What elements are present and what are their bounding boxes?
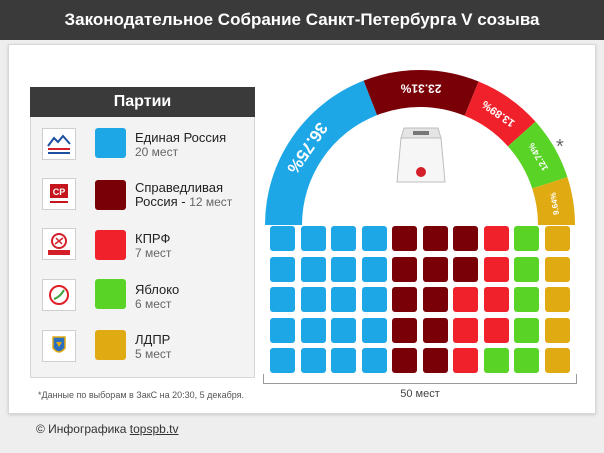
party-name-ldpr: ЛДПР bbox=[135, 332, 171, 347]
seat-er bbox=[270, 226, 295, 251]
just-russia-logo-icon: СР bbox=[42, 178, 76, 210]
arc-label-sr: 23.31% bbox=[400, 81, 441, 95]
seat-sr bbox=[422, 226, 448, 251]
party-seats-er: 20 мест bbox=[135, 145, 179, 159]
credit-site-link[interactable]: topspb.tv bbox=[129, 422, 179, 436]
seat-er bbox=[300, 287, 326, 312]
party-name-sr-line2: Россия - 12 мест bbox=[135, 194, 233, 210]
seat-ldpr bbox=[544, 348, 570, 373]
seat-er bbox=[331, 256, 356, 282]
swatch-sr bbox=[95, 180, 126, 210]
total-seats-label: 50 мест bbox=[400, 388, 440, 400]
seat-ldpr bbox=[544, 256, 570, 282]
legend-title: Партии bbox=[30, 87, 255, 117]
party-seats-ldpr: 5 мест bbox=[135, 347, 172, 361]
seat-sr bbox=[392, 256, 417, 282]
ldpr-logo-icon bbox=[42, 330, 76, 362]
seat-er bbox=[331, 348, 356, 373]
swatch-ldpr bbox=[95, 330, 126, 360]
seat-er bbox=[361, 287, 387, 312]
arc-segment-er bbox=[265, 80, 378, 226]
credit-prefix: © Инфографика bbox=[36, 422, 130, 436]
party-seats-yabloko: 6 мест bbox=[135, 297, 172, 311]
seat-er bbox=[300, 317, 326, 343]
seat-sr bbox=[422, 317, 448, 343]
seat-er bbox=[361, 256, 387, 282]
total-seats-bracket bbox=[263, 374, 577, 384]
seat-ldpr bbox=[544, 317, 570, 343]
seat-er bbox=[300, 226, 326, 251]
seat-kprf bbox=[483, 226, 509, 251]
seat-sr bbox=[422, 287, 448, 312]
seat-er bbox=[361, 226, 387, 251]
party-seats-sr: 12 мест bbox=[189, 195, 233, 209]
party-name-sr: Справедливая bbox=[135, 180, 224, 195]
seat-sr bbox=[392, 226, 417, 251]
party-name-er: Единая Россия bbox=[135, 130, 227, 145]
seat-sr bbox=[392, 348, 417, 373]
seat-er bbox=[331, 287, 356, 312]
arc-segment-ldpr bbox=[532, 177, 575, 225]
seat-kprf bbox=[483, 287, 509, 312]
seat-sr bbox=[422, 256, 448, 282]
seat-yabloko bbox=[514, 287, 539, 312]
party-name-kprf: КПРФ bbox=[135, 231, 171, 246]
seat-er bbox=[270, 348, 295, 373]
seat-er bbox=[270, 317, 295, 343]
yabloko-logo-icon bbox=[42, 279, 76, 311]
seat-er bbox=[300, 256, 326, 282]
seat-yabloko bbox=[514, 348, 539, 373]
party-name-sr-second: Россия - bbox=[135, 194, 190, 209]
party-seats-kprf: 7 мест bbox=[135, 246, 172, 260]
credit: © Инфографика topspb.tv bbox=[36, 422, 179, 436]
footnote: *Данные по выборам в ЗакС на 20:30, 5 де… bbox=[38, 390, 245, 400]
seat-er bbox=[331, 226, 356, 251]
seat-ldpr bbox=[544, 287, 570, 312]
seat-er bbox=[300, 348, 326, 373]
seat-ldpr bbox=[544, 226, 570, 251]
svg-text:СР: СР bbox=[53, 187, 66, 197]
seat-kprf bbox=[483, 256, 509, 282]
seat-sr bbox=[453, 226, 478, 251]
ballot-box-icon bbox=[396, 127, 446, 183]
seat-er bbox=[270, 256, 295, 282]
seat-kprf bbox=[453, 348, 478, 373]
seat-yabloko bbox=[514, 256, 539, 282]
swatch-er bbox=[95, 128, 126, 158]
seat-yabloko bbox=[483, 348, 509, 373]
seat-sr bbox=[392, 287, 417, 312]
united-russia-logo-icon bbox=[42, 128, 76, 160]
seat-kprf bbox=[453, 287, 478, 312]
arc-asterisk: * bbox=[556, 136, 564, 158]
seat-kprf bbox=[453, 317, 478, 343]
party-name-yabloko: Яблоко bbox=[135, 282, 180, 297]
seat-sr bbox=[422, 348, 448, 373]
seat-kprf bbox=[483, 317, 509, 343]
seat-sr bbox=[392, 317, 417, 343]
kprf-logo-icon bbox=[42, 228, 76, 260]
swatch-yabloko bbox=[95, 279, 126, 309]
seat-er bbox=[361, 348, 387, 373]
page-title: Законодательное Собрание Санкт-Петербург… bbox=[0, 0, 604, 40]
arc-segment-kprf bbox=[464, 81, 536, 147]
seat-er bbox=[270, 287, 295, 312]
arc-segment-yabloko bbox=[507, 121, 568, 189]
seat-yabloko bbox=[514, 226, 539, 251]
seat-er bbox=[331, 317, 356, 343]
arc-label-ldpr: 9.64% bbox=[549, 192, 561, 216]
seat-yabloko bbox=[514, 317, 539, 343]
seat-er bbox=[361, 317, 387, 343]
arc-segment-sr bbox=[363, 70, 479, 116]
swatch-kprf bbox=[95, 230, 126, 260]
seat-sr bbox=[453, 256, 478, 282]
